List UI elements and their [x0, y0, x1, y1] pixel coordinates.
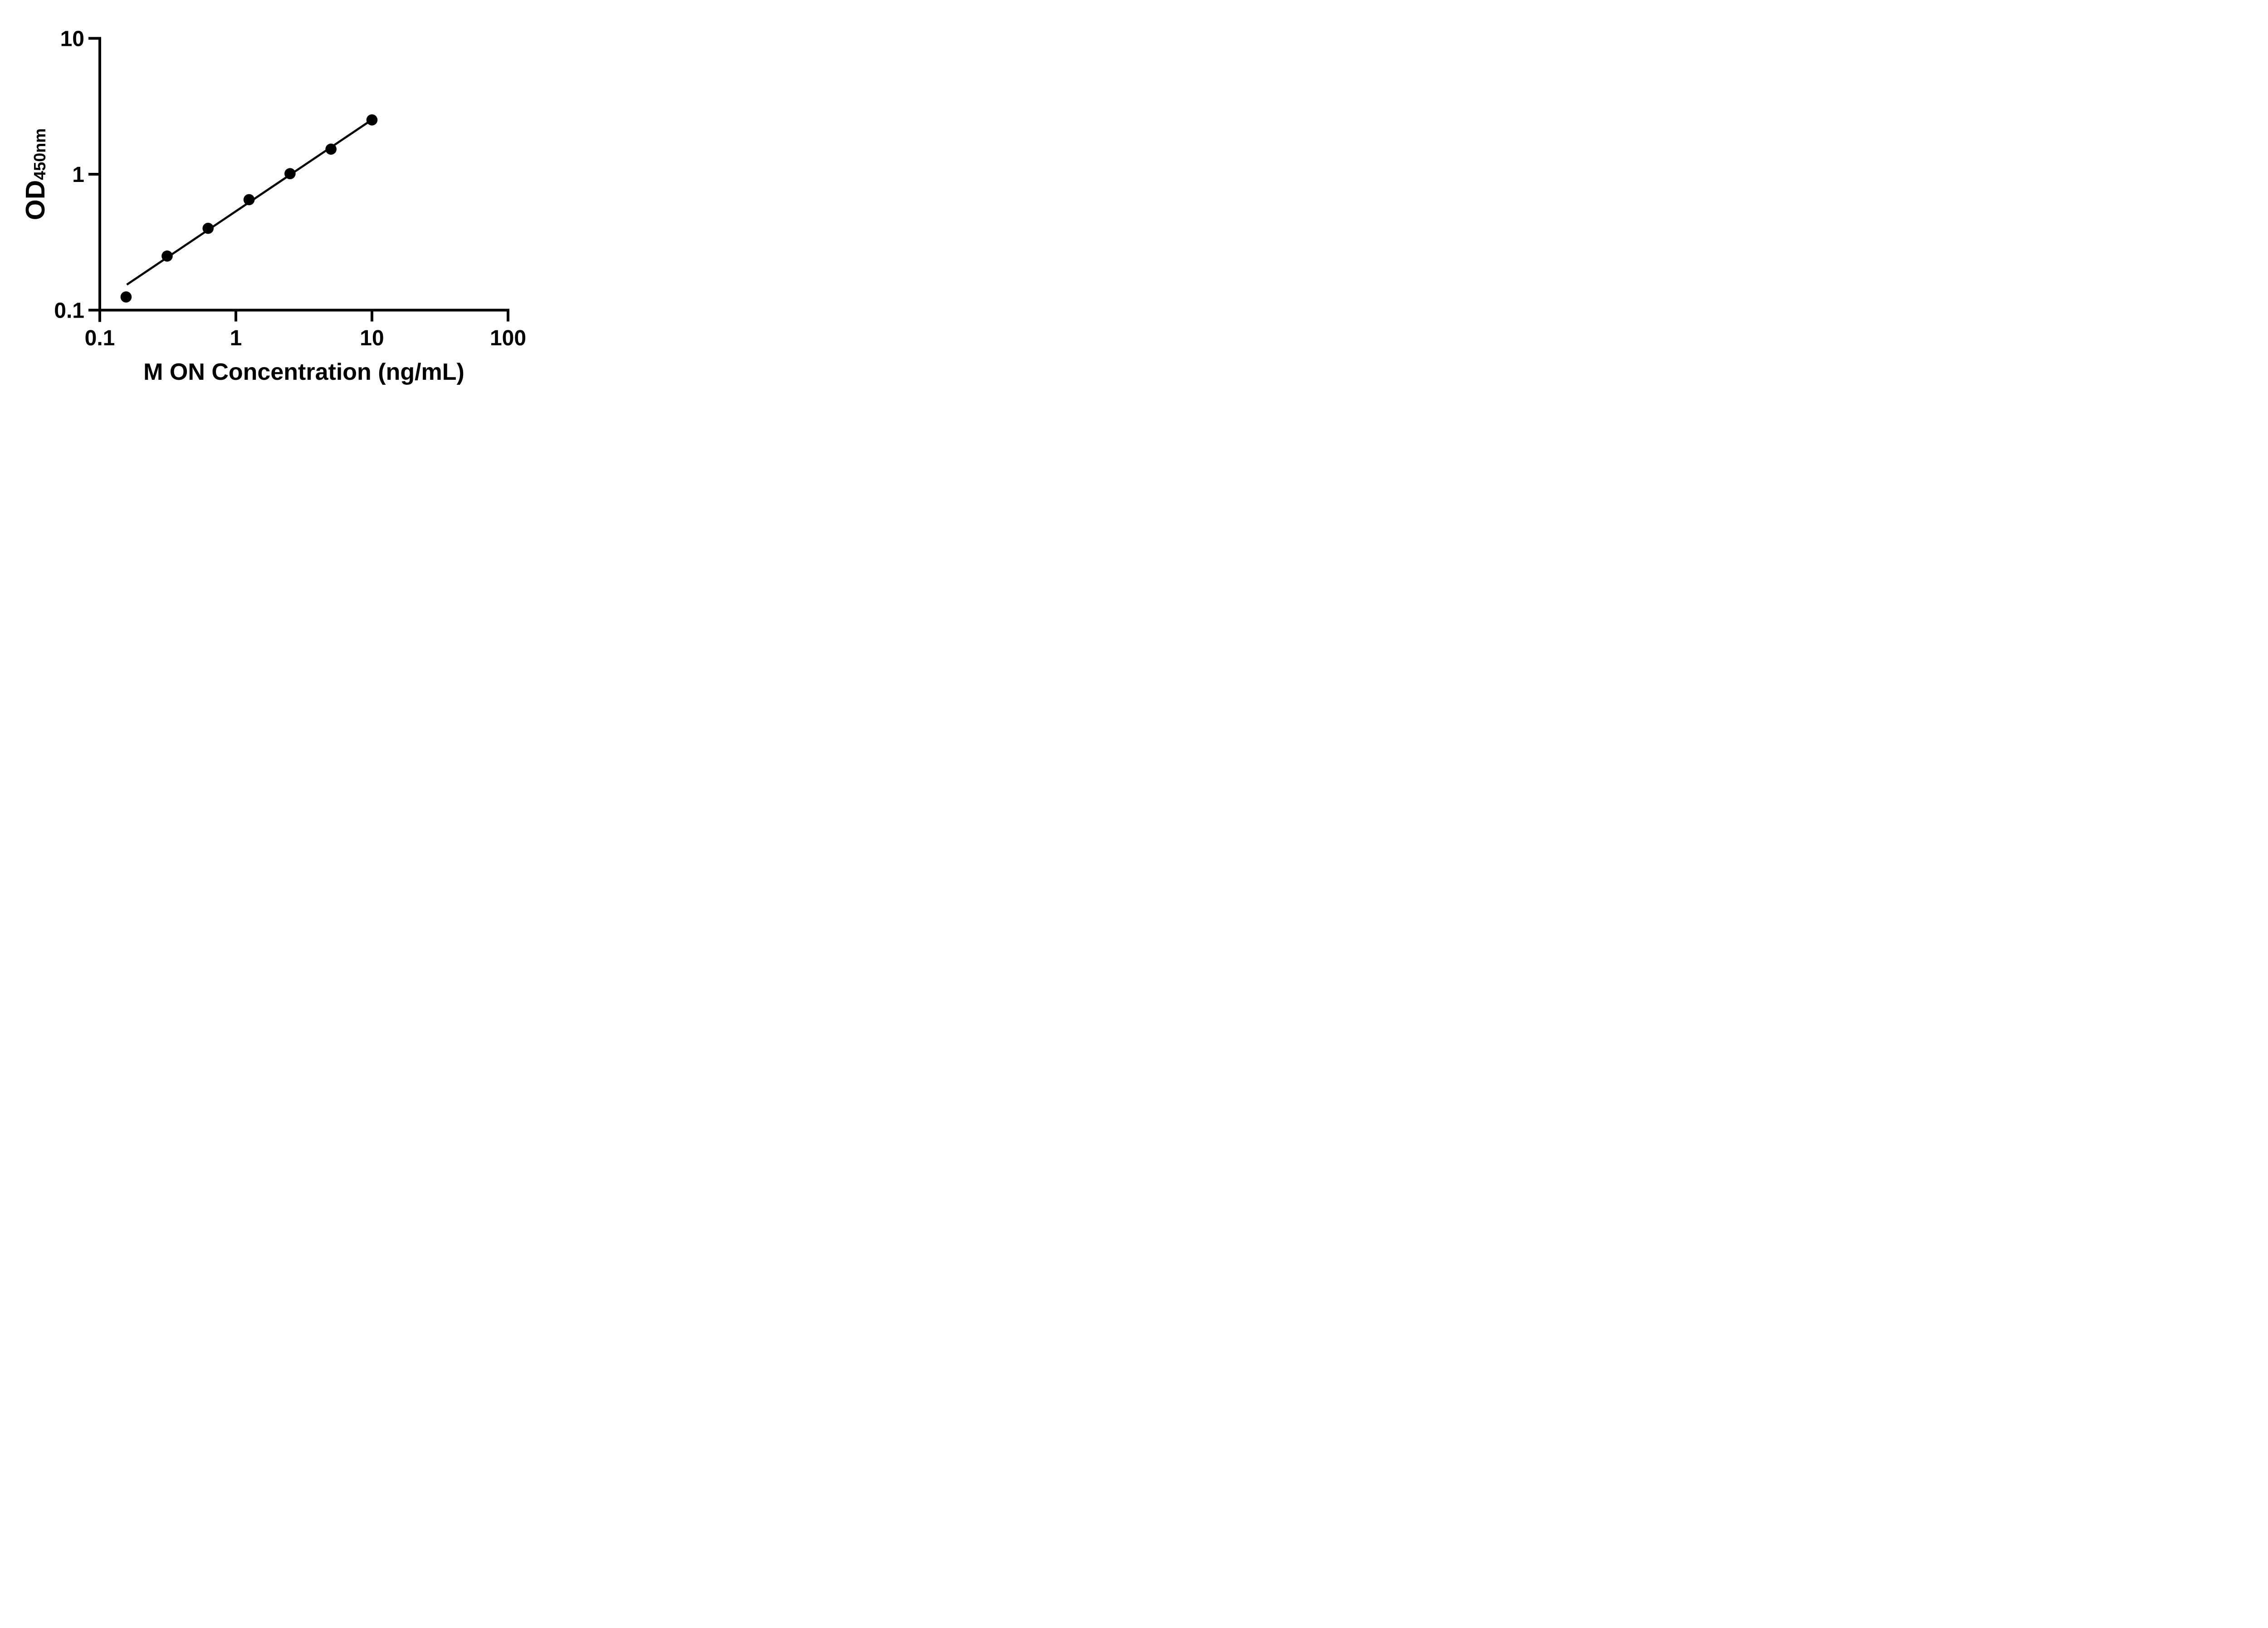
data-point [366, 114, 378, 126]
data-points-layer [120, 114, 378, 303]
x-tick-label: 0.1 [85, 326, 115, 350]
x-axis-title: M ON Concentration (ng/mL) [143, 359, 464, 385]
data-point [120, 291, 132, 303]
log-log-scatter-plot: 0.1 1 10 0.1 1 10 100 M ON Concentration (ng/m… [20, 27, 526, 386]
y-axis-title-subscript: 450nm [30, 128, 49, 180]
axes-layer [88, 37, 509, 322]
x-tick-label: 100 [490, 326, 526, 350]
data-point [325, 143, 337, 155]
x-tick-label: 10 [360, 326, 384, 350]
data-point [243, 194, 255, 206]
tick-labels-layer: 0.1 1 10 0.1 1 10 100 [54, 27, 526, 351]
y-axis-title: OD450nm [20, 128, 50, 221]
data-point [284, 168, 296, 180]
y-tick-label: 0.1 [54, 299, 84, 323]
data-point [161, 250, 173, 262]
y-tick-label: 10 [60, 27, 84, 51]
standard-curve-figure: 0.1 1 10 0.1 1 10 100 M ON Concentration (ng/m… [0, 0, 571, 407]
y-axis-title-main: OD [20, 180, 50, 221]
x-tick-label: 1 [230, 326, 242, 350]
data-point [202, 222, 214, 234]
y-tick-label: 1 [72, 163, 84, 187]
